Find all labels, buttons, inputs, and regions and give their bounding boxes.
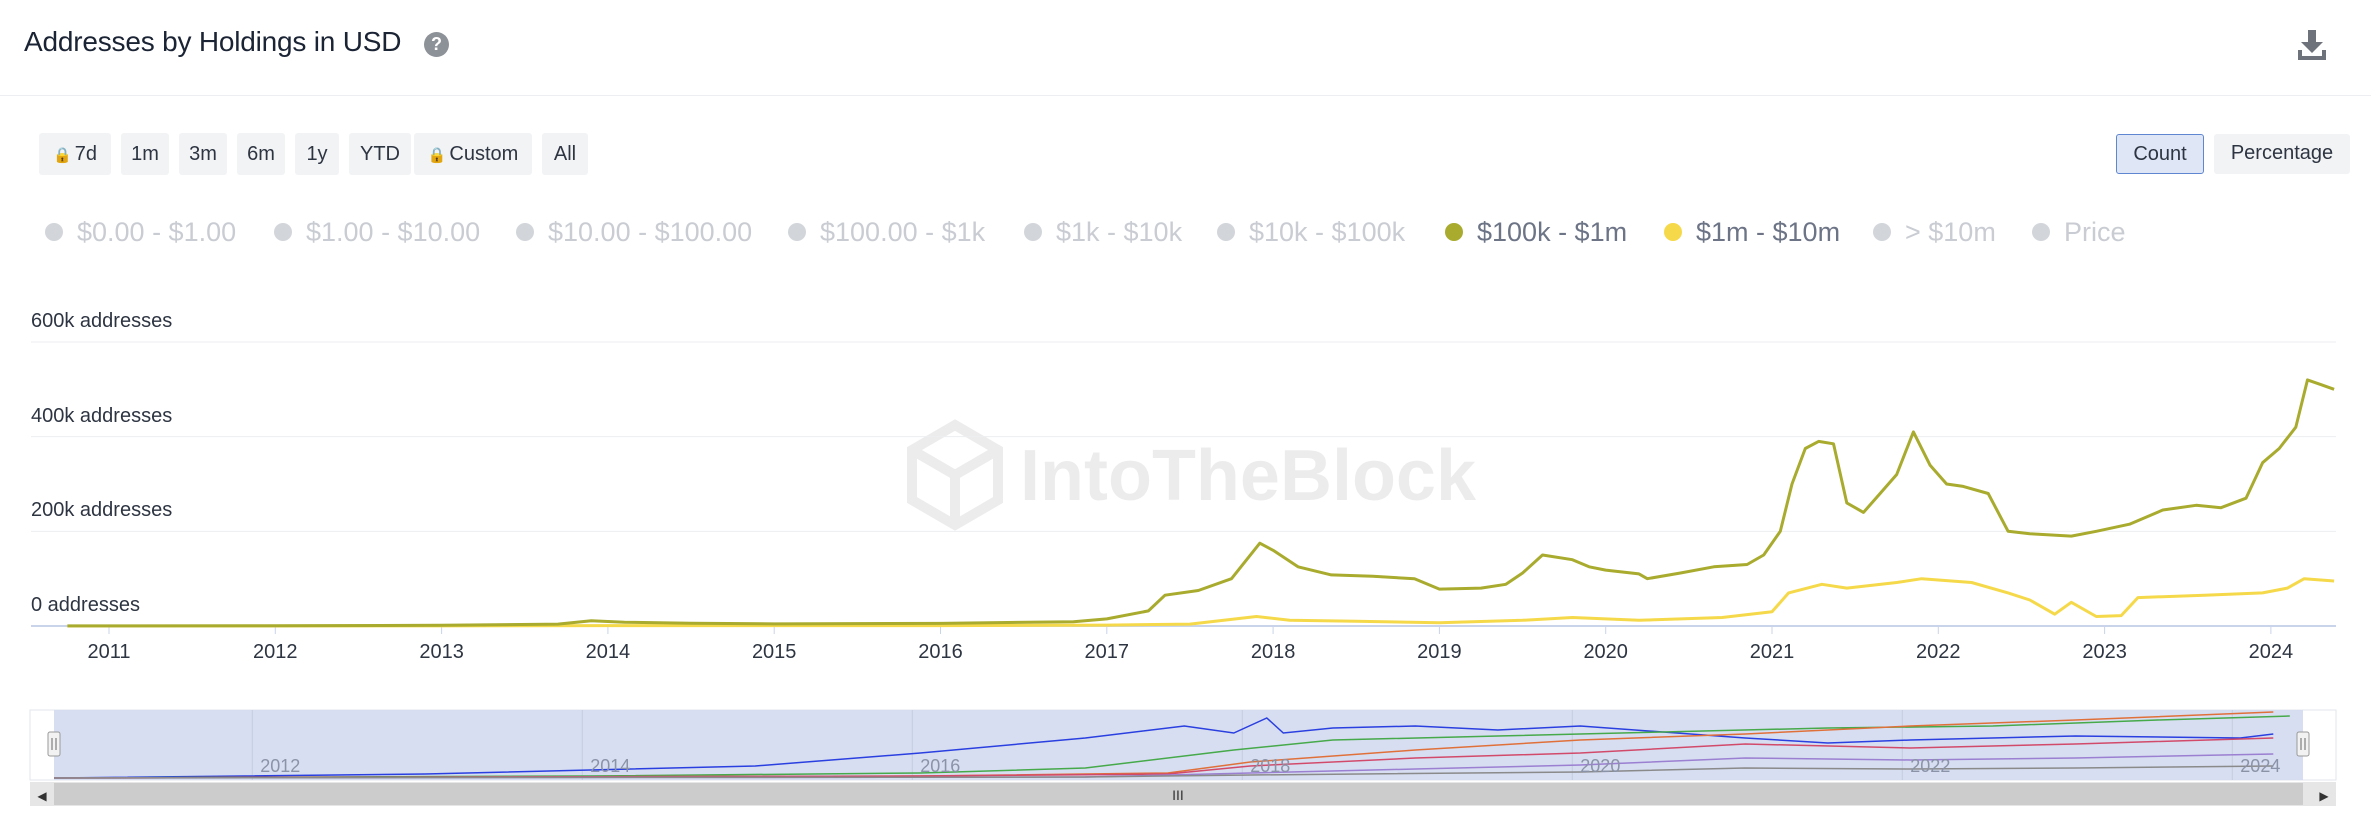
legend-dot-icon [1445, 222, 1463, 241]
range-button-1m[interactable]: 1m [121, 133, 169, 175]
scrollbar-grip-icon: III [1172, 787, 1184, 803]
watermark-text: IntoTheBlock [1020, 436, 1477, 516]
legend-label: $100.00 - $1k [820, 217, 986, 247]
series-line--1m-10m[interactable] [67, 577, 2335, 628]
legend-label: Price [2064, 217, 2126, 247]
mode-button-count[interactable]: Count [2116, 134, 2204, 174]
legend-label: > $10m [1905, 217, 1996, 247]
navigator-series-line [53, 765, 2274, 779]
range-button-custom[interactable]: 🔒 Custom [414, 133, 532, 175]
navigator-tick-label: 2012 [260, 756, 301, 776]
legend-label: $0.00 - $1.00 [77, 217, 237, 247]
x-axis-tick-label: 2014 [585, 641, 631, 663]
range-button-label: 1m [131, 143, 159, 165]
legend-item[interactable]: > $10m [1873, 214, 1996, 250]
range-button-1y[interactable]: 1y [295, 133, 339, 175]
range-button-label: 3m [189, 143, 217, 165]
range-button-label: 1y [306, 143, 328, 165]
range-button-label: YTD [360, 143, 400, 165]
x-axis-tick-label: 2017 [1084, 641, 1130, 663]
x-axis-tick-label: 2021 [1749, 641, 1795, 663]
lock-icon: 🔒 [427, 147, 447, 164]
legend-dot-icon [45, 222, 63, 241]
range-button-label: 6m [247, 143, 275, 165]
legend-item[interactable]: $100k - $1m [1445, 214, 1627, 250]
legend-item[interactable]: $1.00 - $10.00 [274, 214, 480, 250]
series-line--100k-1m[interactable] [67, 378, 2335, 628]
watermark-logo [907, 419, 1003, 531]
navigator-series-line [53, 717, 2274, 779]
legend-item[interactable]: $1m - $10m [1664, 214, 1840, 250]
legend-item[interactable]: $0.00 - $1.00 [45, 214, 236, 250]
legend-item[interactable]: Price [2032, 214, 2126, 250]
range-button-label: 7d [74, 143, 97, 165]
range-button-6m[interactable]: 6m [237, 133, 285, 175]
x-axis-tick-label: 2011 [87, 641, 131, 663]
navigator-right-handle[interactable] [2296, 731, 2310, 757]
legend-label: $1m - $10m [1696, 217, 1841, 247]
y-axis-tick-label: 0 addresses [31, 594, 140, 616]
legend-label: $10k - $100k [1249, 217, 1406, 247]
chart-title: Addresses by Holdings in USD [24, 26, 402, 57]
legend-item[interactable]: $1k - $10k [1024, 214, 1182, 250]
y-axis-tick-label: 600k addresses [31, 310, 173, 332]
range-button-ytd[interactable]: YTD [349, 133, 411, 175]
navigator-tick-label: 2014 [590, 756, 631, 776]
legend-dot-icon [1024, 222, 1042, 241]
navigator-tick-label: 2018 [1250, 756, 1291, 776]
navigator-selection[interactable] [54, 710, 2303, 780]
range-button-3m[interactable]: 3m [179, 133, 227, 175]
legend-item[interactable]: $100.00 - $1k [788, 214, 985, 250]
mode-button-percentage[interactable]: Percentage [2214, 134, 2350, 174]
legend-label: $100k - $1m [1477, 217, 1628, 247]
y-axis-tick-label: 400k addresses [31, 404, 173, 427]
x-axis-tick-label: 2019 [1417, 641, 1462, 663]
navigator-series-line [53, 737, 2274, 779]
scrollbar-thumb[interactable] [54, 783, 2303, 805]
navigator-left-handle[interactable] [47, 731, 61, 757]
range-button-all[interactable]: All [542, 133, 588, 175]
chart-header: Addresses by Holdings in USD ? [0, 0, 2371, 96]
legend-item[interactable]: $10.00 - $100.00 [516, 214, 752, 250]
navigator-series-line [53, 715, 2290, 779]
legend-dot-icon [1217, 222, 1235, 241]
x-axis-tick-label: 2020 [1583, 641, 1628, 663]
scroll-left-arrow-icon[interactable]: ◀ [37, 789, 47, 803]
x-axis-tick-label: 2015 [751, 641, 797, 663]
x-axis-tick-label: 2018 [1250, 641, 1296, 663]
download-icon[interactable] [2296, 28, 2328, 62]
chart-legend: $0.00 - $1.00 $1.00 - $10.00 $10.00 - $100… [0, 214, 2371, 250]
navigator-tick-label: 2016 [920, 756, 961, 776]
lock-icon: 🔒 [53, 147, 72, 164]
legend-label: $1k - $10k [1056, 217, 1183, 247]
legend-dot-icon [274, 222, 292, 241]
x-axis-tick-label: 2016 [918, 641, 963, 663]
legend-dot-icon [1664, 222, 1682, 241]
x-axis-tick-label: 2024 [2248, 641, 2294, 663]
x-axis-tick-label: 2022 [1916, 641, 1961, 663]
navigator-tick-label: 2020 [1580, 756, 1621, 776]
legend-dot-icon [1873, 222, 1891, 241]
navigator-tick-label: 2024 [2240, 756, 2281, 776]
legend-label: $10.00 - $100.00 [548, 217, 753, 247]
legend-label: $1.00 - $10.00 [306, 217, 481, 247]
question-icon[interactable]: ? [424, 32, 449, 57]
legend-dot-icon [516, 222, 534, 241]
range-button-7d[interactable]: 🔒 7d [39, 133, 111, 175]
legend-item[interactable]: $10k - $100k [1217, 214, 1405, 250]
range-button-label: Custom [449, 143, 519, 165]
legend-dot-icon [2032, 222, 2050, 241]
legend-dot-icon [788, 222, 806, 241]
x-axis-tick-label: 2023 [2082, 641, 2127, 663]
navigator-tick-label: 2022 [1910, 756, 1951, 776]
x-axis-tick-label: 2013 [419, 641, 464, 663]
x-axis-tick-label: 2012 [253, 641, 298, 663]
scroll-right-arrow-icon[interactable]: ▶ [2319, 789, 2329, 803]
y-axis-tick-label: 200k addresses [31, 499, 173, 522]
range-button-label: All [553, 143, 577, 165]
